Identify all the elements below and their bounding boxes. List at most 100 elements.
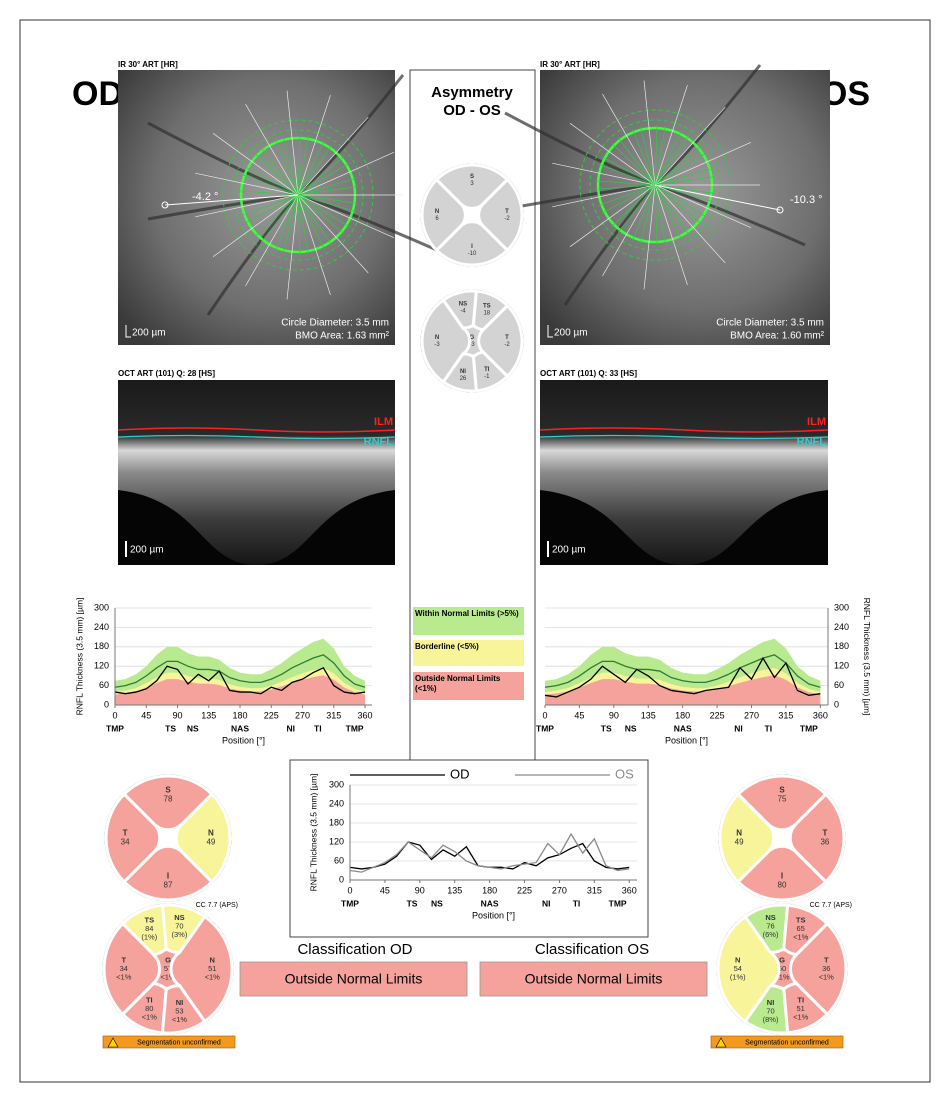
- sector-tick-label: TMP: [106, 723, 124, 733]
- x-tick-label: 315: [326, 710, 341, 720]
- y-tick-label: 240: [94, 622, 109, 632]
- x-tick-label: 45: [141, 710, 151, 720]
- sector-label: S: [470, 174, 474, 180]
- radial-scan: [654, 184, 726, 264]
- x-tick-label: 45: [574, 710, 584, 720]
- x-tick-label: 90: [415, 885, 425, 895]
- radial-scan: [238, 190, 299, 196]
- sector-label: G: [470, 335, 475, 341]
- bmo-area: BMO Area: 1.60 mm²: [730, 331, 825, 342]
- radial-scan: [617, 137, 656, 186]
- sector-tick-label: TS: [407, 898, 418, 908]
- sector: [174, 792, 232, 884]
- image-title: IR 30° ART [HR]: [540, 60, 600, 69]
- y-tick-label: 180: [834, 641, 849, 651]
- sector-value: -10: [468, 251, 477, 257]
- sector-pct: <1%: [142, 1013, 158, 1022]
- sector: [477, 177, 524, 253]
- sector: [169, 914, 234, 1024]
- sector-value: 65: [797, 924, 805, 933]
- radial-scan: [275, 139, 299, 196]
- radial-scan: [654, 85, 688, 186]
- sector-label: T: [822, 829, 827, 838]
- sector-value: 49: [735, 838, 744, 847]
- asymmetry-subtitle: OD - OS: [443, 102, 501, 119]
- y-axis-title: RNFL Thickness (3.5 mm) [µm]: [74, 598, 84, 716]
- sector-label: I: [781, 872, 783, 881]
- sector-label: N: [435, 209, 439, 215]
- sector-value: 26: [460, 376, 467, 382]
- radial-scan: [297, 145, 332, 196]
- x-tick-label: 225: [710, 710, 725, 720]
- y-tick-label: 240: [329, 798, 344, 808]
- y-tick-label: 300: [329, 779, 344, 789]
- sector-value: 80: [145, 1004, 153, 1013]
- radial-scan: [601, 184, 656, 214]
- ilm-label: ILM: [374, 416, 393, 428]
- asymmetry-title: Asymmetry: [431, 84, 513, 101]
- radial-scan: [595, 184, 656, 190]
- x-tick-label: 270: [295, 710, 310, 720]
- x-tick-label: 225: [264, 710, 279, 720]
- radial-scan: [654, 184, 688, 285]
- sector-tick-label: NAS: [674, 723, 692, 733]
- y-tick-label: 0: [834, 699, 839, 709]
- sector-tick-label: TMP: [800, 723, 818, 733]
- radial-scan: [297, 178, 356, 196]
- cc-label: CC 7.7 (APS): [196, 902, 238, 909]
- sector-pct: (6%): [763, 930, 779, 939]
- sector-tick-label: NS: [187, 723, 199, 733]
- radial-scan: [654, 184, 713, 202]
- y-tick-label: 0: [104, 699, 109, 709]
- sector: [122, 774, 214, 832]
- y-tick-label: 0: [339, 874, 344, 884]
- sector: [477, 303, 524, 379]
- x-tick-label: 135: [447, 885, 462, 895]
- sector-value: 78: [164, 795, 173, 804]
- sector-tick-label: NS: [625, 723, 637, 733]
- classification-title: Classification OS: [535, 941, 649, 958]
- scale-bar: [547, 325, 553, 338]
- x-tick-label: 0: [542, 710, 547, 720]
- sector-tick-label: TS: [601, 723, 612, 733]
- sector-label: N: [435, 335, 439, 341]
- radial-scan: [241, 174, 299, 196]
- sector-value: 51: [797, 1004, 805, 1013]
- angle-handle: [161, 201, 169, 209]
- radial-scan: [654, 184, 752, 229]
- sector-value: 84: [145, 924, 153, 933]
- sector-value: 70: [175, 921, 183, 930]
- sector-pct: <1%: [172, 1015, 188, 1024]
- radial-scan: [611, 184, 656, 227]
- sector-value: 49: [206, 838, 215, 847]
- angle-handle: [776, 206, 784, 214]
- radial-scan: [260, 194, 299, 243]
- sector-label: NI: [176, 998, 184, 1007]
- sector-label: N: [736, 829, 742, 838]
- oct-scale-label: 200 µm: [552, 545, 586, 556]
- sector: [434, 163, 510, 210]
- radial-scan: [297, 194, 358, 204]
- ilm-line: [117, 427, 396, 433]
- radial-scan: [195, 172, 299, 196]
- sector: [736, 844, 828, 902]
- sector-label: NS: [174, 913, 184, 922]
- sector-pct: <1%: [793, 1013, 809, 1022]
- sector-value: -2: [504, 342, 510, 348]
- scale-label: 200 µm: [132, 328, 166, 339]
- radial-scan: [654, 184, 715, 194]
- sector-tick-label: TI: [573, 898, 581, 908]
- y-tick-label: 300: [834, 602, 849, 612]
- y-tick-label: 300: [94, 602, 109, 612]
- sector-value: -4: [460, 308, 466, 314]
- sector-tick-label: TMP: [536, 723, 554, 733]
- sector-value: 3: [470, 181, 474, 187]
- radial-scan: [611, 143, 656, 186]
- sector-label: I: [167, 872, 169, 881]
- y-tick-label: 180: [329, 817, 344, 827]
- radial-scan: [297, 194, 395, 239]
- sector-tick-label: NS: [431, 898, 443, 908]
- radial-scan: [297, 162, 350, 196]
- x-tick-label: 360: [622, 885, 637, 895]
- sector-value: 53: [175, 1007, 183, 1016]
